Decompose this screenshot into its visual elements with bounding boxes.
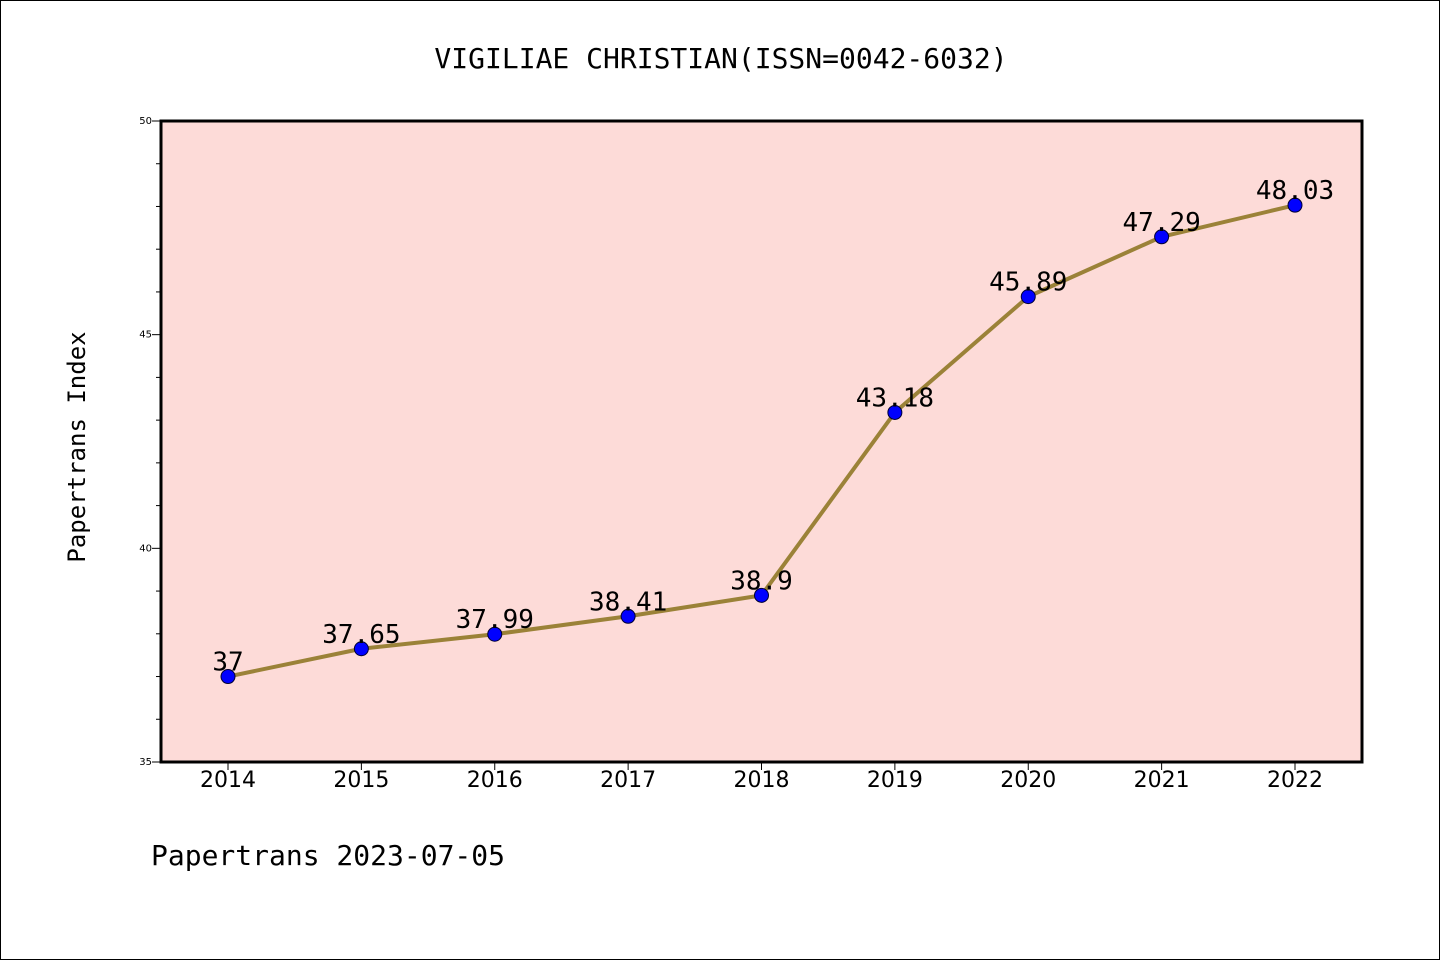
- footer-source-date: Papertrans 2023-07-05: [151, 839, 505, 872]
- x-tick-label: 2015: [333, 768, 389, 793]
- x-tick-label: 2019: [867, 768, 923, 793]
- y-tick-label: 35: [139, 757, 152, 768]
- data-point: [220, 669, 236, 685]
- data-label: 45.89: [989, 268, 1067, 298]
- x-tick-label: 2014: [200, 768, 256, 793]
- data-point: [620, 608, 636, 624]
- data-label: 37.65: [322, 620, 400, 650]
- data-label: 38.9: [730, 566, 793, 596]
- data-label: 37.99: [456, 605, 534, 635]
- x-tick-label: 2016: [467, 768, 523, 793]
- x-axis: 2014 2015 2016 2017 2018 2019 2020 2021 2022: [200, 763, 1323, 793]
- y-tick-label: 40: [139, 543, 152, 554]
- chart-title: VIGILIAE CHRISTIAN(ISSN=0042-6032): [434, 42, 1007, 75]
- data-point: [487, 626, 503, 642]
- x-tick-label: 2022: [1267, 768, 1323, 793]
- data-label: 43.18: [856, 383, 934, 413]
- y-tick-label: 45: [139, 330, 152, 341]
- x-tick-label: 2021: [1134, 768, 1190, 793]
- data-point: [353, 641, 369, 657]
- data-label: 38.41: [589, 587, 667, 617]
- data-point: [754, 587, 769, 603]
- series-layer: 37 37.65 37.99 38.41 38.9 43.18 45.89 47.29 48.0…: [212, 176, 1334, 685]
- y-tick-label: 50: [139, 116, 152, 127]
- x-tick-label: 2020: [1000, 768, 1056, 793]
- y-axis: 35 40 45 50: [139, 116, 160, 768]
- y-axis-label: Papertrans Index: [63, 331, 91, 562]
- data-label: 47.29: [1122, 208, 1200, 238]
- x-tick-label: 2017: [600, 768, 656, 793]
- data-label: 48.03: [1256, 176, 1334, 206]
- data-point: [1154, 229, 1170, 245]
- data-point: [1287, 197, 1303, 213]
- data-point: [887, 404, 903, 420]
- x-tick-label: 2018: [734, 768, 790, 793]
- data-point: [1020, 289, 1036, 305]
- data-label: 37: [212, 648, 243, 678]
